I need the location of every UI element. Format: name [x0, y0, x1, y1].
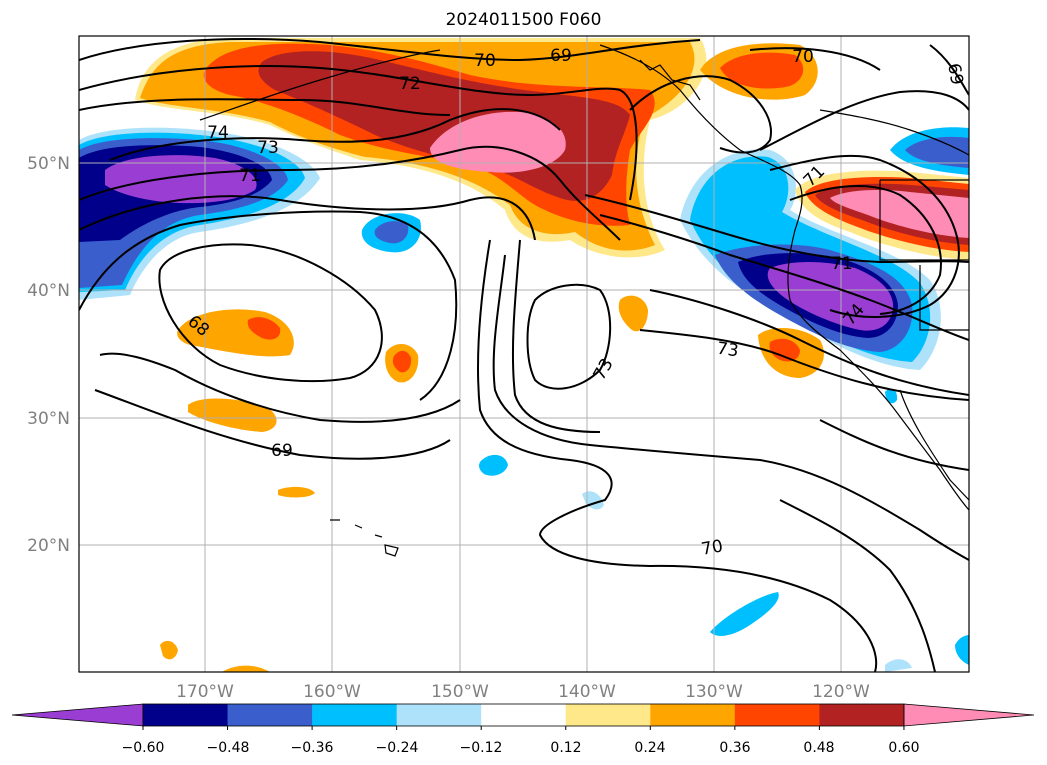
positive-blob-2-inner [247, 317, 281, 340]
negative-anomaly-coast-5 [767, 262, 894, 331]
lat-label-50n: 50°N [27, 154, 70, 174]
contour-label: 70 [700, 536, 725, 559]
positive-blob-12 [222, 665, 270, 672]
positive-anomaly-inland-4 [830, 190, 969, 238]
colorbar-tick: 0.48 [803, 740, 834, 756]
contour-label: 73 [257, 138, 279, 158]
colorbar-frame [142, 703, 905, 727]
lon-label-160w: 160°W [303, 682, 361, 702]
lon-label-130w: 130°W [685, 682, 743, 702]
negative-blob-10 [710, 592, 779, 636]
colorbar-segment [396, 704, 482, 726]
colorbar-tick: −0.48 [207, 740, 250, 756]
positive-blob-3 [188, 398, 277, 432]
colorbar-tick: −0.36 [291, 740, 334, 756]
negative-blob-1-inner [374, 221, 409, 244]
colorbar-ticks: −0.60 −0.48 −0.36 −0.24 −0.12 0.12 0.24 … [122, 740, 920, 756]
contour-label: 73 [716, 339, 740, 362]
negative-blob-15 [885, 388, 898, 404]
coastlines [199, 44, 969, 557]
colorbar-tick: −0.60 [122, 740, 165, 756]
colorbar-segment [227, 704, 313, 726]
lat-label-20n: 20°N [27, 536, 70, 556]
latitude-labels: 50°N 40°N 30°N 20°N [27, 154, 70, 556]
contour-label: 70 [792, 47, 814, 67]
negative-anomaly-ne-corner-2 [905, 136, 969, 168]
positive-blob-6-inner [769, 338, 800, 362]
negative-anomaly-nw-5 [105, 155, 257, 204]
map-title: 2024011500 F060 [445, 10, 602, 30]
lat-label-30n: 30°N [27, 409, 70, 429]
graticule [79, 36, 969, 672]
negative-blob-14 [885, 659, 912, 672]
colorbar-segment [481, 704, 567, 726]
contour-label: 71 [831, 254, 853, 274]
colorbar-segment [143, 704, 229, 726]
colorbar-tick: 0.12 [550, 740, 581, 756]
height-contours [79, 38, 969, 672]
colorbar-tick: 0.24 [634, 740, 665, 756]
contour-label: 69 [271, 441, 293, 461]
contour-label: 70 [474, 51, 496, 71]
contour-label: 74 [207, 123, 229, 143]
positive-anomaly-ne-2 [720, 52, 804, 89]
colorbar-tick: −0.12 [460, 740, 503, 756]
lon-label-170w: 170°W [176, 682, 234, 702]
positive-blob-5 [618, 295, 648, 332]
colorbar-segment [734, 704, 820, 726]
colorbar [11, 703, 1035, 730]
contour-label: 72 [399, 74, 421, 94]
map-frame [78, 35, 970, 673]
lon-label-150w: 150°W [431, 682, 489, 702]
colorbar-tick: −0.24 [376, 740, 419, 756]
lon-label-120w: 120°W [812, 682, 870, 702]
lon-label-140w: 140°W [558, 682, 616, 702]
positive-blob-11 [160, 640, 178, 660]
colorbar-tick: 0.36 [719, 740, 750, 756]
negative-blob-8 [479, 454, 508, 476]
contour-label: 69 [550, 46, 572, 66]
lat-label-40n: 40°N [27, 281, 70, 301]
contour-label: 69 [943, 62, 966, 87]
colorbar-segment [819, 704, 905, 726]
colorbar-extend-low [11, 703, 144, 727]
negative-blob-13 [955, 635, 969, 665]
colorbar-segment [565, 704, 651, 726]
colorbar-segment [312, 704, 398, 726]
longitude-labels: 170°W 160°W 150°W 140°W 130°W 120°W [176, 682, 870, 702]
colorbar-segment [650, 704, 736, 726]
colorbar-extend-high [903, 703, 1035, 727]
positive-blob-4-inner [392, 350, 412, 373]
contour-label: 71 [239, 166, 261, 186]
positive-blob-7 [278, 486, 315, 498]
colorbar-tick: 0.60 [888, 740, 919, 756]
